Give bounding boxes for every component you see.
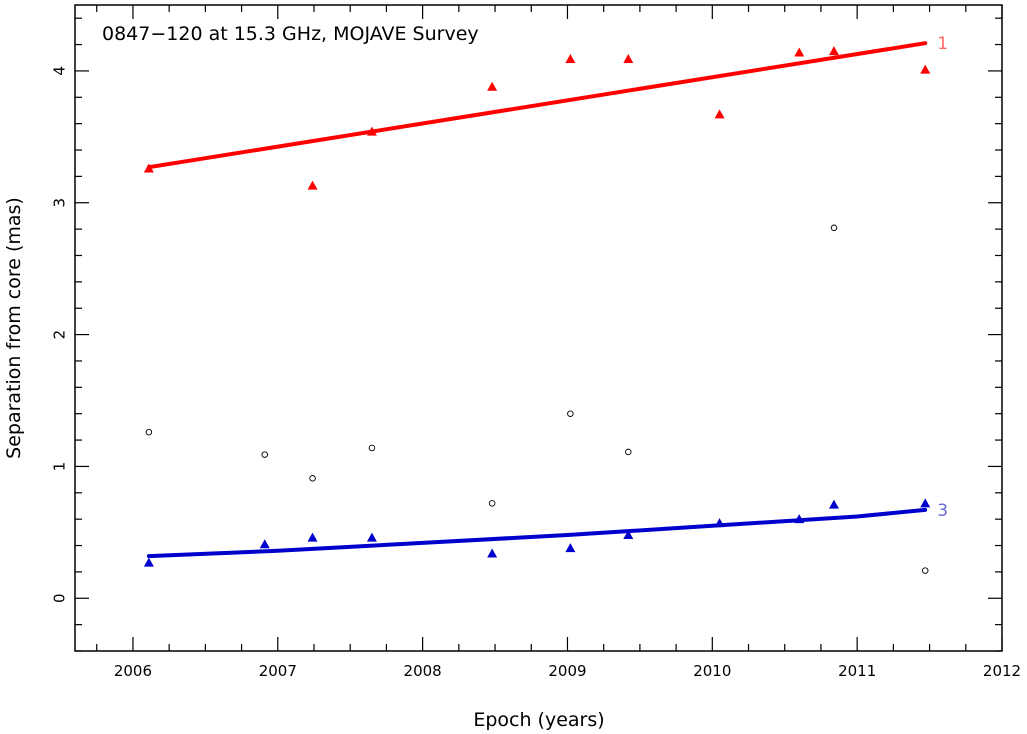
x-tick-label: 2011 (838, 662, 876, 680)
point-series-1 (794, 47, 805, 57)
point-series-3 (487, 548, 498, 558)
x-tick-label: 2006 (114, 662, 152, 680)
y-tick-label: 4 (50, 66, 68, 76)
series-label-3: 3 (937, 501, 948, 521)
point-series-1 (623, 54, 634, 64)
y-tick-label: 3 (50, 198, 68, 208)
point-unfitted (625, 448, 632, 456)
axis-ticks (75, 5, 1003, 652)
x-axis-title: Epoch (years) (473, 709, 604, 731)
point-series-1 (366, 126, 377, 136)
x-tick-label: 2009 (548, 662, 586, 680)
point-unfitted (921, 567, 929, 574)
point-series-3 (794, 514, 805, 524)
point-unfitted (309, 475, 316, 482)
point-unfitted (145, 428, 153, 436)
point-series-1 (143, 163, 154, 173)
fit-line-series-1 (146, 41, 928, 170)
y-tick-labels: 0 1 2 3 4 (50, 66, 68, 603)
point-series-3 (366, 532, 377, 542)
series-labels: 13 (937, 34, 948, 521)
point-series-3 (307, 532, 318, 542)
point-unfitted (830, 224, 838, 232)
series-label-1: 1 (937, 34, 948, 54)
y-axis-title: Separation from core (mas) (3, 197, 25, 459)
point-series-3 (828, 499, 839, 509)
chart-title: 0847−120 at 15.3 GHz, MOJAVE Survey (102, 23, 479, 45)
fit-line-series-3 (146, 507, 928, 559)
point-series-3 (143, 557, 154, 567)
plot-frame (74, 4, 1003, 652)
x-tick-label: 2008 (404, 662, 442, 680)
point-series-1 (565, 54, 576, 64)
point-unfitted (368, 444, 376, 452)
y-tick-label: 2 (50, 330, 68, 340)
x-tick-label: 2012 (983, 662, 1021, 680)
point-series-3 (623, 529, 634, 539)
point-series-3 (714, 518, 725, 528)
point-series-1 (714, 109, 725, 119)
y-tick-label: 1 (50, 462, 68, 472)
fit-lines (146, 41, 928, 559)
point-series-1 (487, 81, 498, 91)
point-series-1 (920, 64, 931, 74)
point-unfitted (261, 451, 268, 458)
point-unfitted (567, 410, 574, 417)
point-series-3 (259, 539, 270, 549)
point-unfitted (488, 500, 496, 507)
point-series-3 (565, 543, 576, 553)
y-tick-label: 0 (50, 593, 68, 603)
point-series-3 (920, 498, 931, 508)
x-tick-labels: 2006 2007 2008 2009 2010 2011 2012 (114, 662, 1021, 680)
point-series-1 (307, 180, 318, 190)
point-series-1 (828, 46, 839, 56)
x-tick-label: 2010 (693, 662, 731, 680)
data-points (143, 46, 931, 574)
x-tick-label: 2007 (259, 662, 297, 680)
